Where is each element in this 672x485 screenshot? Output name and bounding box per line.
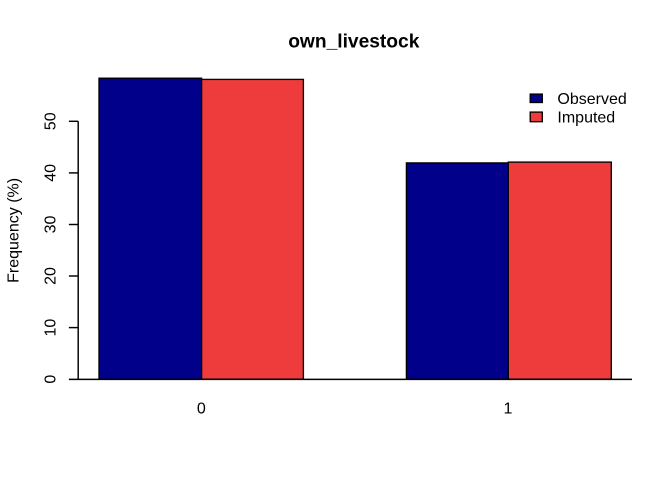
svg-text:10: 10 (43, 319, 60, 337)
svg-text:20: 20 (43, 267, 60, 285)
svg-text:Frequency (%): Frequency (%) (5, 178, 22, 283)
svg-text:own_livestock: own_livestock (288, 31, 419, 52)
svg-text:Observed: Observed (557, 91, 626, 108)
svg-text:0: 0 (197, 401, 206, 418)
svg-text:30: 30 (43, 216, 60, 234)
svg-text:0: 0 (43, 375, 60, 384)
svg-text:40: 40 (43, 164, 60, 182)
svg-text:Imputed: Imputed (557, 110, 615, 127)
svg-text:1: 1 (503, 401, 512, 418)
svg-text:50: 50 (43, 112, 60, 130)
